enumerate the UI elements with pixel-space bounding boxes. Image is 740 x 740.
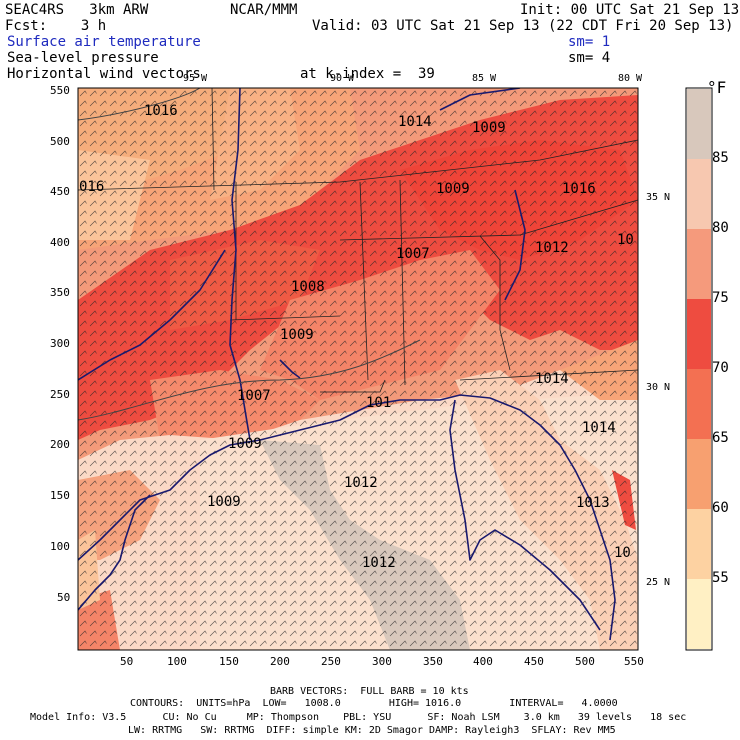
colorbar-label: 60 xyxy=(712,500,729,516)
pressure-label: 1016 xyxy=(562,181,596,197)
y-tick: 150 xyxy=(50,489,70,502)
lon-label: 95 W xyxy=(183,73,208,84)
pressure-label: 1012 xyxy=(535,240,569,256)
forecast-hour: Fcst: 3 h xyxy=(5,18,107,34)
pressure-label: 10 xyxy=(614,545,631,561)
colorbar-unit: °F xyxy=(707,78,727,97)
model-title: SEAC4RS 3km ARW xyxy=(5,2,149,18)
y-tick: 50 xyxy=(57,591,71,604)
y-tick: 200 xyxy=(50,438,70,451)
pressure-label: 1009 xyxy=(207,494,241,510)
pressure-label: 1014 xyxy=(398,114,432,130)
colorbar-swatch xyxy=(687,159,711,229)
x-tick: 100 xyxy=(167,655,187,668)
x-tick: 400 xyxy=(473,655,493,668)
valid-time: Valid: 03 UTC Sat 21 Sep 13 (22 CDT Fri … xyxy=(312,18,734,34)
colorbar-swatch xyxy=(687,369,711,439)
x-tick: 250 xyxy=(321,655,341,668)
colorbar-label: 65 xyxy=(712,430,729,446)
x-tick: 200 xyxy=(270,655,290,668)
x-tick: 550 xyxy=(624,655,644,668)
x-tick: 350 xyxy=(423,655,443,668)
contour-info: CONTOURS: UNITS=hPa LOW= 1008.0 HIGH= 10… xyxy=(130,698,618,709)
colorbar-label: 85 xyxy=(712,150,729,166)
colorbar-label: 80 xyxy=(712,220,729,236)
model-info: Model Info: V3.5 CU: No Cu MP: Thompson … xyxy=(30,712,687,723)
field-wind: Horizontal wind vectors xyxy=(7,66,201,82)
lon-label: 90 W xyxy=(330,73,355,84)
field-temperature: Surface air temperature xyxy=(7,34,201,50)
init-time: Init: 00 UTC Sat 21 Sep 13 xyxy=(520,2,740,18)
temperature-colorbar xyxy=(687,89,711,649)
pressure-label: 1014 xyxy=(535,371,569,387)
pressure-label: 1013 xyxy=(576,495,610,511)
smoothing-1: sm= 1 xyxy=(568,34,611,50)
y-tick: 350 xyxy=(50,286,70,299)
lon-label: 85 W xyxy=(472,73,497,84)
colorbar-label: 70 xyxy=(712,360,729,376)
y-tick: 450 xyxy=(50,185,70,198)
pressure-label: 1007 xyxy=(396,246,430,262)
colorbar-label: 75 xyxy=(712,290,729,306)
y-tick: 100 xyxy=(50,540,70,553)
pressure-label: 101 xyxy=(366,395,392,411)
pressure-label: 016 xyxy=(79,179,105,195)
lat-label: 35 N xyxy=(646,192,671,203)
colorbar-swatch xyxy=(687,229,711,299)
colorbar-swatch xyxy=(687,439,711,509)
pressure-label: 1007 xyxy=(237,388,271,404)
pressure-label: 1009 xyxy=(436,181,470,197)
y-tick: 500 xyxy=(50,135,70,148)
pressure-label: 1016 xyxy=(144,103,178,119)
y-tick: 400 xyxy=(50,236,70,249)
y-tick: 250 xyxy=(50,388,70,401)
lat-label: 30 N xyxy=(646,382,671,393)
x-tick: 450 xyxy=(524,655,544,668)
field-pressure: Sea-level pressure xyxy=(7,50,159,66)
pressure-label: 1014 xyxy=(582,420,616,436)
y-tick: 550 xyxy=(50,84,70,97)
colorbar-swatch xyxy=(687,299,711,369)
colorbar-swatch xyxy=(687,509,711,579)
colorbar-label: 55 xyxy=(712,570,729,586)
pressure-label: 1012 xyxy=(362,555,396,571)
pressure-label: 1009 xyxy=(472,120,506,136)
colorbar-swatch xyxy=(687,89,711,159)
pressure-label: 1012 xyxy=(344,475,378,491)
pressure-label: 1009 xyxy=(228,436,262,452)
pressure-label: 10 xyxy=(617,232,634,248)
x-tick: 500 xyxy=(575,655,595,668)
lat-label: 25 N xyxy=(646,577,671,588)
x-tick: 50 xyxy=(120,655,134,668)
temperature-field xyxy=(78,88,638,650)
pressure-label: 1008 xyxy=(291,279,325,295)
y-tick: 300 xyxy=(50,337,70,350)
x-tick: 300 xyxy=(372,655,392,668)
x-tick: 150 xyxy=(219,655,239,668)
level-label: at k-index = 39 xyxy=(300,66,435,82)
model-info-physics: LW: RRTMG SW: RRTMG DIFF: simple KM: 2D … xyxy=(128,725,616,736)
center-name: NCAR/MMM xyxy=(230,2,298,18)
colorbar-swatch xyxy=(687,579,711,649)
smoothing-2: sm= 4 xyxy=(568,50,611,66)
lon-label: 80 W xyxy=(618,73,643,84)
pressure-label: 1009 xyxy=(280,327,314,343)
barb-info: BARB VECTORS: FULL BARB = 10 kts xyxy=(270,686,469,697)
